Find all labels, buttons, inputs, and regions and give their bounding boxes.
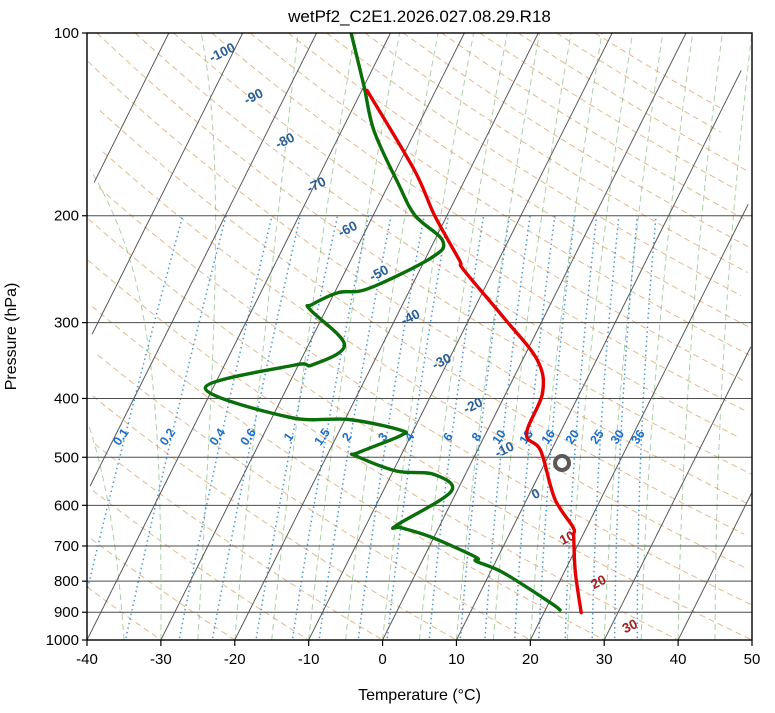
svg-text:200: 200 [54, 208, 79, 225]
svg-text:0: 0 [378, 651, 386, 668]
svg-text:20: 20 [522, 651, 539, 668]
svg-text:10: 10 [448, 651, 465, 668]
svg-text:400: 400 [54, 390, 79, 407]
svg-text:600: 600 [54, 497, 79, 514]
svg-text:wetPf2_C2E1.2026.027.08.29.R18: wetPf2_C2E1.2026.027.08.29.R18 [287, 7, 551, 26]
svg-text:-20: -20 [224, 651, 246, 668]
svg-text:1000: 1000 [46, 632, 79, 649]
svg-text:40: 40 [670, 651, 687, 668]
svg-text:100: 100 [54, 25, 79, 42]
svg-text:-40: -40 [76, 651, 98, 668]
svg-text:30: 30 [596, 651, 613, 668]
svg-text:-30: -30 [150, 651, 172, 668]
svg-text:800: 800 [54, 573, 79, 590]
svg-text:500: 500 [54, 449, 79, 466]
svg-text:900: 900 [54, 604, 79, 621]
svg-text:-10: -10 [298, 651, 320, 668]
svg-text:Temperature (°C): Temperature (°C) [358, 687, 481, 704]
svg-text:300: 300 [54, 315, 79, 332]
svg-text:50: 50 [744, 651, 761, 668]
svg-text:700: 700 [54, 538, 79, 555]
svg-text:Pressure (hPa): Pressure (hPa) [3, 283, 20, 391]
